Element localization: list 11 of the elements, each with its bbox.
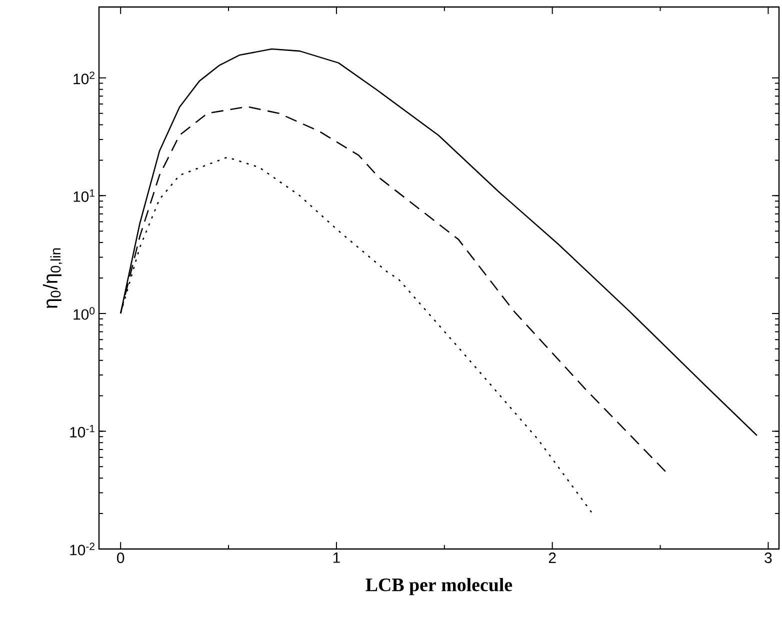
- y-axis-title: η$_{0}$/η$_{0,lin}$: [42, 248, 62, 308]
- x-tick-label: 0: [117, 552, 124, 564]
- y-tick-label: 10$^{-2}$: [70, 542, 94, 556]
- y-tick-label: 10$^{0}$: [74, 307, 95, 320]
- x-tick-label: 1: [333, 552, 340, 563]
- y-tick-label: 10$^{1}$: [74, 189, 94, 202]
- x-tick-label: 2: [548, 552, 556, 563]
- x-axis-title: LCB per molecule: [366, 578, 512, 596]
- y-tick-label: 10$^{-1}$: [70, 424, 94, 438]
- y-tick-label: 10$^{2}$: [74, 72, 94, 84]
- x-tick-label: 3: [764, 552, 772, 564]
